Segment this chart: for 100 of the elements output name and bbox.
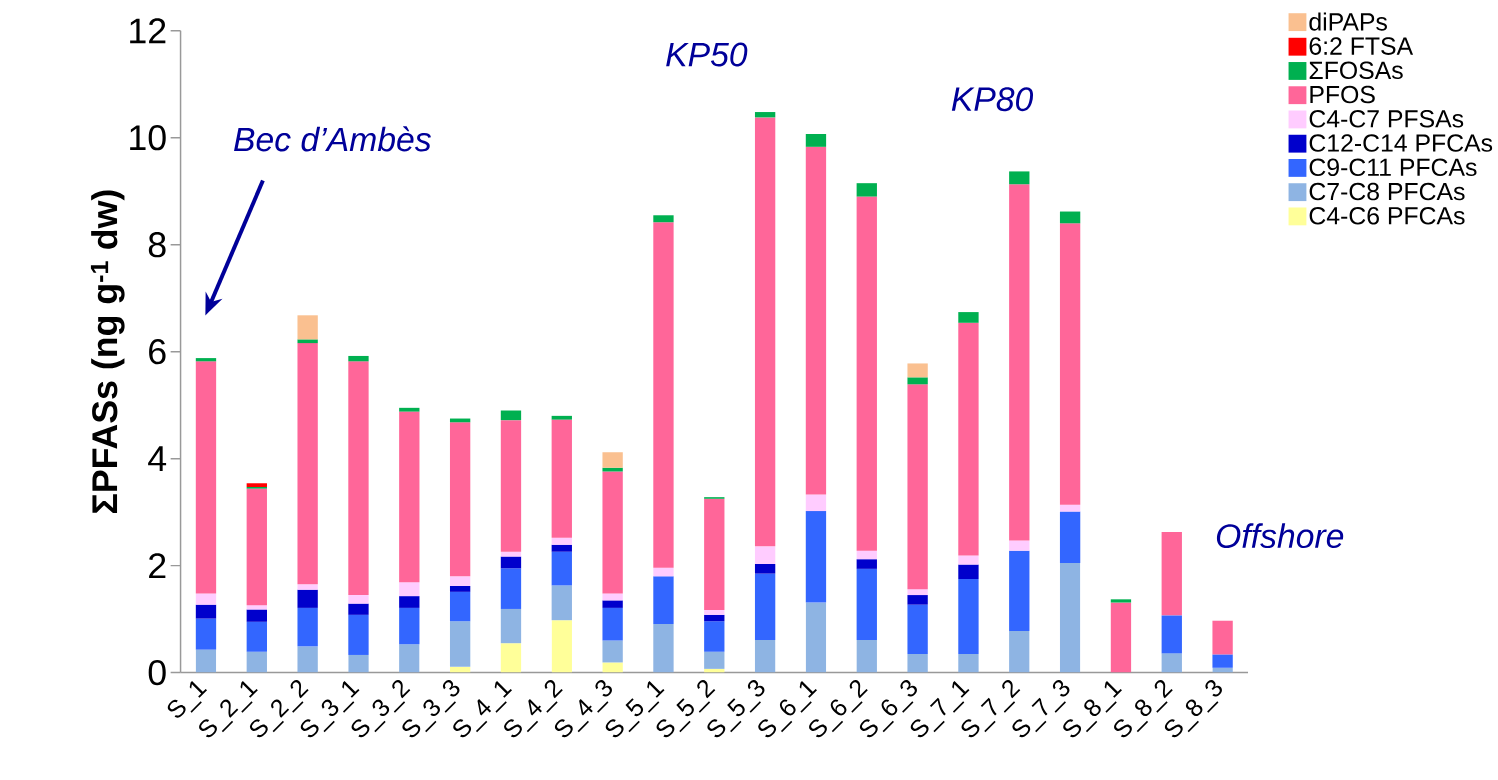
- y-tick-label: 4: [148, 446, 167, 472]
- bar: [907, 604, 928, 655]
- bar: [500, 609, 522, 644]
- y-tick-label: 10: [130, 125, 166, 151]
- bar: [754, 112, 776, 118]
- bar: [958, 322, 979, 556]
- bar: [1110, 599, 1132, 603]
- bar: [348, 595, 369, 604]
- bar: [195, 604, 217, 619]
- bar: [500, 568, 522, 610]
- legend-label: PFOS: [1310, 85, 1375, 104]
- bar: [907, 595, 928, 605]
- bar: [602, 608, 623, 641]
- bar: [399, 644, 420, 673]
- bar: [754, 640, 776, 673]
- bar: [856, 196, 877, 551]
- bar: [704, 651, 725, 669]
- bar: [856, 640, 877, 673]
- bar: [1161, 532, 1182, 616]
- legend-label: 6:2 FTSA: [1309, 37, 1414, 56]
- bar: [754, 117, 776, 547]
- bar: [754, 573, 776, 641]
- legend-label: C9-C11 PFCAs: [1309, 158, 1477, 177]
- bar: [500, 556, 522, 569]
- bar: [297, 646, 318, 673]
- bar: [1009, 631, 1030, 673]
- bar: [500, 410, 522, 421]
- bar: [1059, 511, 1081, 564]
- bar: [704, 614, 725, 622]
- bar: [602, 471, 623, 594]
- bar: [958, 654, 979, 673]
- bar: [297, 343, 318, 585]
- legend-label: C4-C7 PFSAs: [1309, 110, 1464, 128]
- bar: [348, 361, 369, 596]
- y-axis-title: ΣPFASs (ng g$^{-1}$ dw): [90, 190, 125, 514]
- bar: [551, 419, 572, 538]
- legend-label: C7-C8 PFCAs: [1309, 182, 1465, 201]
- bar: [246, 605, 267, 610]
- bar: [551, 620, 572, 673]
- legend-label: C12-C14 PFCAs: [1309, 134, 1493, 152]
- bar: [246, 483, 267, 488]
- bar: [551, 551, 572, 586]
- bar: [907, 377, 928, 385]
- bar: [754, 546, 776, 565]
- bar: [907, 589, 928, 596]
- bar: [805, 602, 827, 673]
- bar: [704, 610, 725, 615]
- bar: [449, 621, 471, 667]
- bar: [500, 420, 522, 552]
- bar: [297, 608, 318, 647]
- bar: [907, 384, 928, 590]
- bar: [399, 582, 420, 597]
- bar: [297, 584, 318, 590]
- bar: [653, 215, 674, 223]
- bar: [856, 550, 877, 560]
- bar: [195, 618, 217, 650]
- bar: [602, 452, 623, 468]
- y-tick-label: 8: [148, 232, 166, 258]
- bar: [958, 579, 979, 655]
- y-tick-label: 12: [130, 18, 166, 44]
- legend-label: diPAPs: [1309, 12, 1387, 31]
- bar: [1009, 540, 1030, 551]
- bar: [500, 643, 522, 673]
- bar: [958, 555, 979, 565]
- bar: [246, 621, 267, 652]
- bar: [1110, 602, 1132, 673]
- legend-label: ΣFOSAs: [1309, 61, 1403, 80]
- bar: [1059, 211, 1081, 224]
- bar: [399, 411, 420, 583]
- y-tick-label: 0: [148, 660, 166, 686]
- bar: [195, 358, 217, 362]
- bar: [449, 576, 471, 587]
- bar: [653, 576, 674, 625]
- annotation: KP80: [951, 87, 1034, 112]
- bar: [907, 654, 928, 673]
- bar: [551, 415, 572, 420]
- bar: [195, 593, 217, 605]
- annotation: Bec d’Ambès: [234, 126, 431, 152]
- bar: [195, 649, 217, 673]
- bar: [348, 655, 369, 673]
- bar: [348, 356, 369, 362]
- bar: [500, 551, 522, 557]
- bar: [551, 544, 572, 552]
- bar: [399, 407, 420, 412]
- bar: [551, 537, 572, 545]
- bar: [297, 589, 318, 609]
- bar: [602, 640, 623, 663]
- bar: [805, 134, 827, 147]
- bar: [246, 609, 267, 622]
- bar: [1009, 184, 1030, 541]
- bar: [449, 422, 471, 577]
- bar: [653, 624, 674, 673]
- legend-label: C4-C6 PFCAs: [1309, 207, 1465, 225]
- bar: [246, 488, 267, 606]
- bar: [195, 361, 217, 594]
- bar: [348, 603, 369, 615]
- bar: [805, 494, 827, 512]
- bar: [551, 585, 572, 621]
- bar: [602, 593, 623, 601]
- bar: [602, 662, 623, 673]
